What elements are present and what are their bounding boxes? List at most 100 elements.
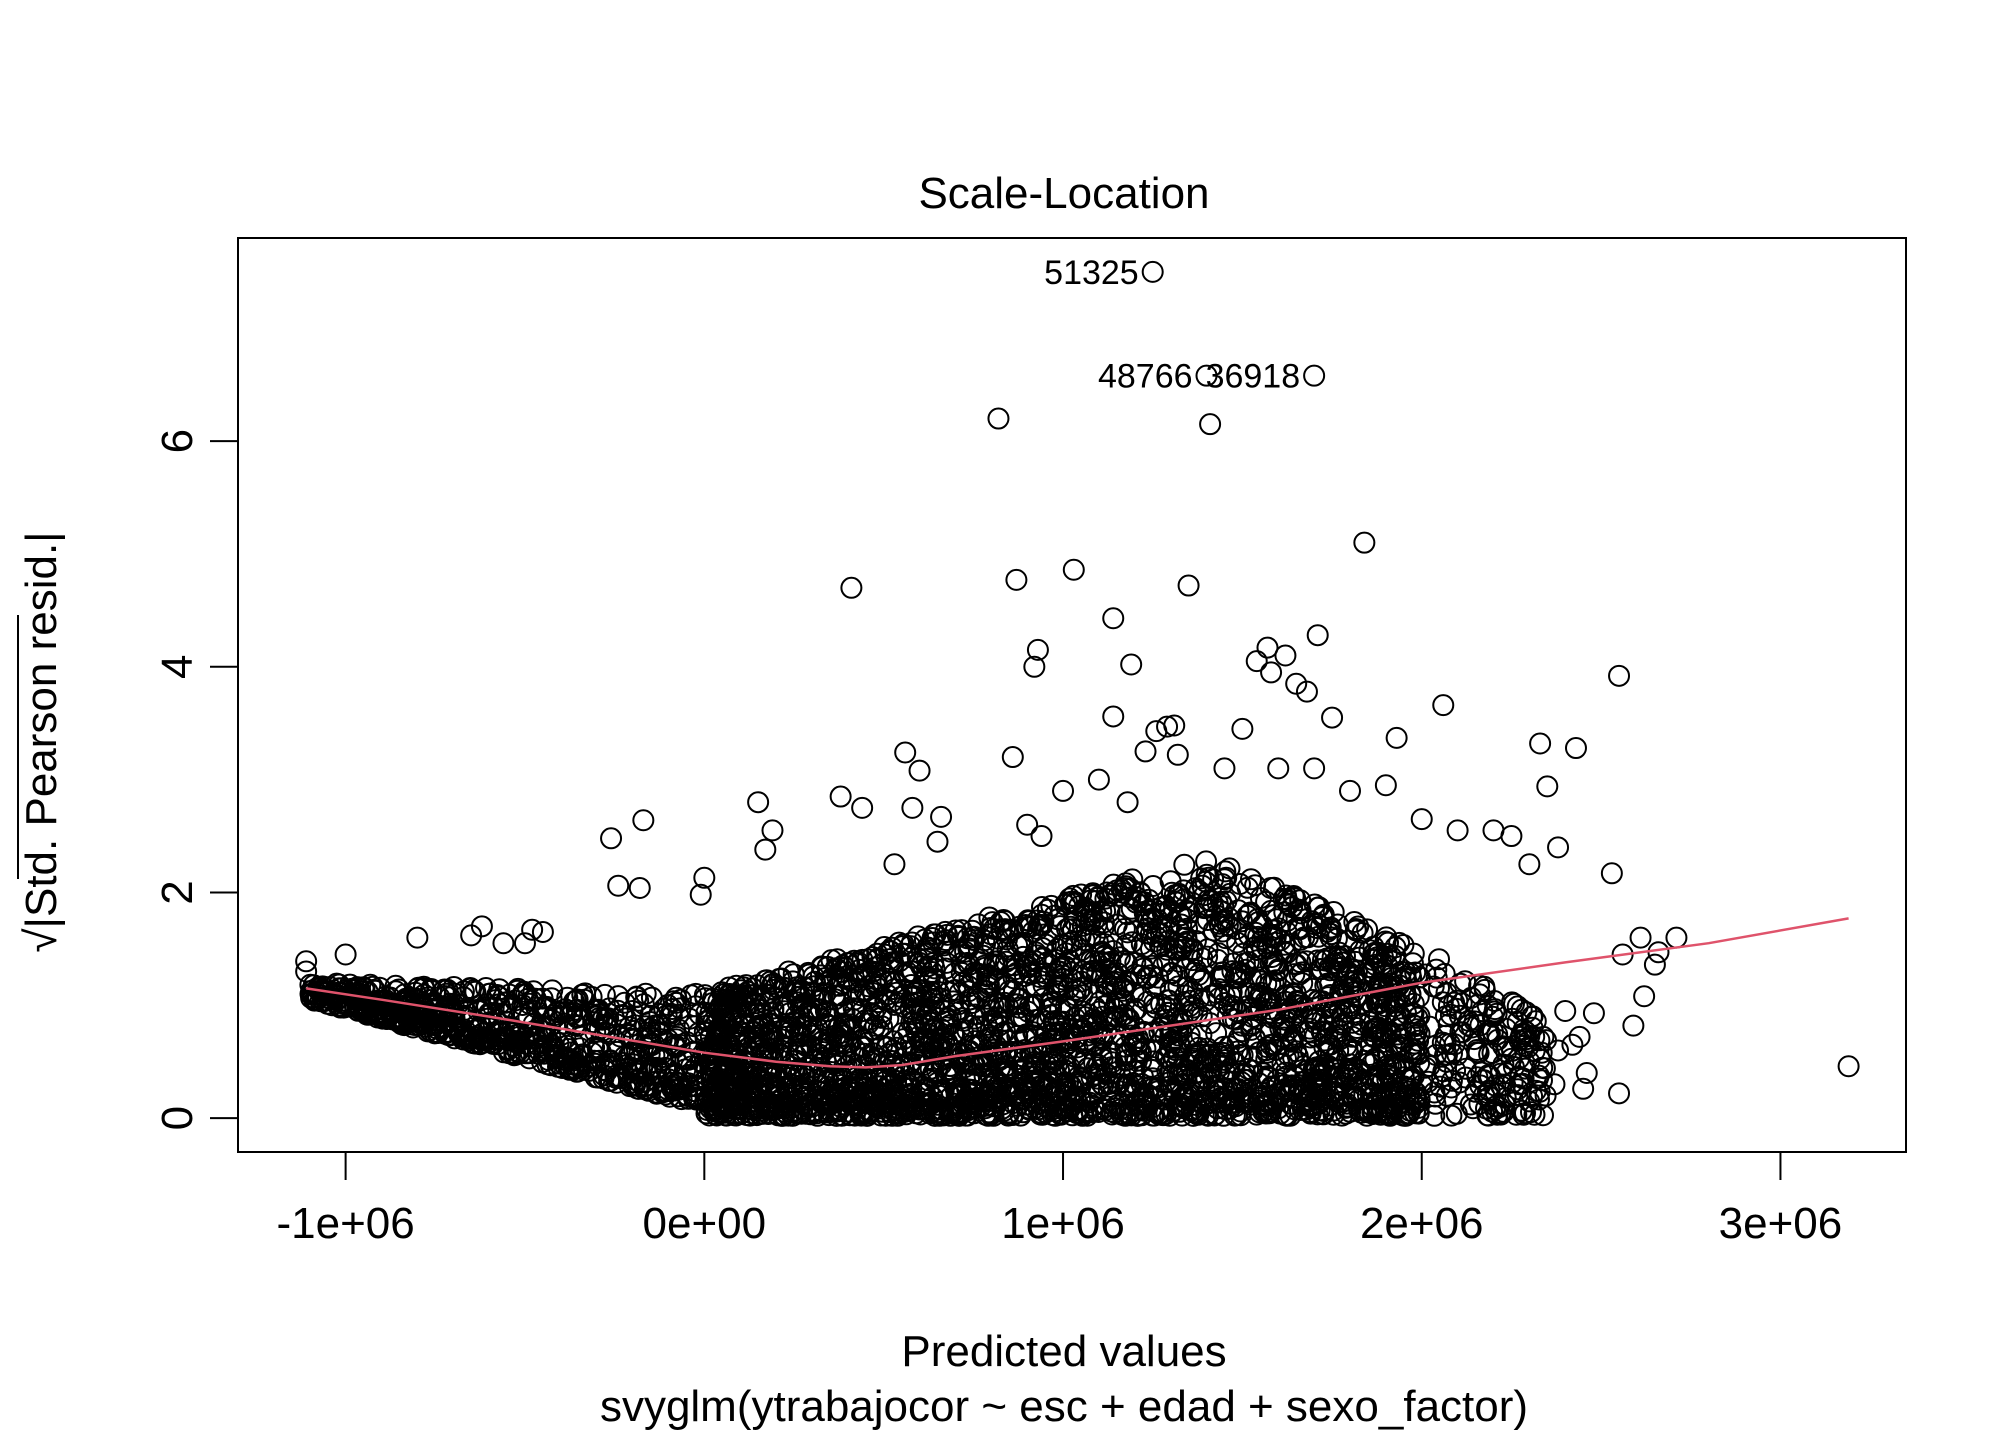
dense-data-point <box>1274 984 1297 1007</box>
dense-data-point <box>1191 968 1214 991</box>
dense-data-point <box>1248 1072 1271 1095</box>
dense-data-point <box>1025 975 1047 997</box>
dense-data-point <box>1124 1080 1147 1103</box>
dense-data-point <box>1299 1017 1321 1040</box>
data-point <box>851 796 874 819</box>
dense-data-point <box>1379 1020 1402 1043</box>
dense-data-point <box>682 1059 705 1082</box>
dense-data-point <box>641 1056 664 1079</box>
dense-data-point <box>1195 850 1218 873</box>
dense-data-point <box>1313 1036 1336 1059</box>
dense-data-point <box>1174 984 1197 1007</box>
dense-data-point <box>1008 1005 1031 1027</box>
dense-data-point <box>935 1016 957 1039</box>
dense-data-point <box>1440 1104 1463 1127</box>
data-point <box>1005 568 1028 591</box>
labeled-data-point <box>1141 260 1164 283</box>
dense-data-point <box>1533 1057 1556 1080</box>
dense-data-point <box>1074 1031 1097 1054</box>
dense-data-point <box>957 980 980 1003</box>
dense-data-point <box>438 1021 461 1043</box>
dense-data-point <box>1289 951 1312 974</box>
dense-data-point <box>1116 903 1139 926</box>
data-point <box>1529 732 1552 755</box>
dense-data-point <box>1197 866 1220 889</box>
dense-data-point <box>924 923 947 946</box>
dense-data-point <box>773 1104 796 1127</box>
dense-data-point <box>1327 960 1350 983</box>
dense-data-point <box>1222 1077 1245 1100</box>
dense-data-point <box>1291 961 1314 984</box>
data-point <box>1600 862 1623 885</box>
data-point <box>1134 740 1157 763</box>
dense-data-point <box>972 944 995 967</box>
dense-data-point <box>885 981 908 1004</box>
dense-data-point <box>941 1101 964 1124</box>
dense-data-point <box>957 975 980 998</box>
dense-data-point <box>851 1027 874 1050</box>
dense-data-point <box>1366 983 1389 1006</box>
dense-data-point <box>1334 945 1356 968</box>
dense-data-point <box>942 1022 965 1045</box>
dense-data-point <box>1321 946 1344 969</box>
data-point <box>1306 624 1329 647</box>
dense-data-point <box>536 1053 559 1076</box>
data-point <box>1582 1002 1605 1025</box>
dense-data-point <box>1388 931 1411 954</box>
dense-data-point <box>693 984 716 1007</box>
data-point <box>1321 706 1344 729</box>
dense-data-point <box>1044 948 1067 971</box>
dense-data-point <box>1164 1039 1187 1062</box>
data-point <box>1026 638 1049 661</box>
data-point <box>1001 746 1024 769</box>
dense-data-point <box>670 1076 693 1098</box>
dense-data-point <box>1501 1007 1524 1030</box>
dense-data-point <box>727 1061 750 1084</box>
dense-data-point <box>1095 1021 1118 1044</box>
dense-data-point <box>1367 975 1390 997</box>
dense-data-point <box>1172 935 1195 958</box>
data-point <box>1199 413 1222 436</box>
x-tick-label: -1e+06 <box>276 1199 414 1248</box>
dense-data-point <box>1036 951 1058 974</box>
dense-data-point <box>1190 1005 1213 1028</box>
dense-data-point <box>1281 895 1304 918</box>
dense-data-point <box>962 1082 985 1105</box>
data-point <box>840 576 863 599</box>
data-point <box>693 866 716 889</box>
data-point <box>1547 836 1570 859</box>
data-point <box>470 915 493 938</box>
dense-data-point <box>1059 915 1082 938</box>
dense-data-point <box>1098 884 1121 907</box>
dense-data-point <box>802 965 825 988</box>
dense-data-point <box>381 1008 404 1031</box>
dense-data-point <box>1483 990 1506 1012</box>
dense-data-point <box>1209 890 1232 913</box>
dense-data-point <box>605 1013 628 1036</box>
dense-data-point <box>1478 1079 1501 1102</box>
dense-data-point <box>821 966 843 989</box>
dense-data-point <box>661 998 684 1020</box>
dense-data-point <box>1462 1097 1485 1120</box>
dense-data-point <box>1215 866 1238 889</box>
dense-data-point <box>1205 1091 1228 1114</box>
dense-data-point <box>1362 935 1385 958</box>
dense-data-point <box>1294 1060 1317 1083</box>
dense-data-point <box>936 923 959 946</box>
dense-data-point <box>1205 1022 1228 1045</box>
dense-data-point <box>983 950 1006 973</box>
data-point <box>1353 531 1376 554</box>
smooth-line <box>306 917 1849 1069</box>
dense-data-point <box>764 1065 787 1088</box>
dense-data-point <box>1283 1078 1306 1101</box>
dense-data-point <box>967 913 990 936</box>
dense-data-point <box>1336 1092 1358 1115</box>
dense-data-point <box>987 992 1010 1015</box>
dense-data-point <box>544 1045 567 1068</box>
dense-data-point <box>860 1100 883 1122</box>
dense-data-point <box>513 1003 535 1026</box>
dense-data-point <box>1226 1031 1249 1054</box>
dense-data-point <box>794 1085 816 1108</box>
dense-point-cloud <box>299 850 1557 1127</box>
dense-data-point <box>816 1000 839 1023</box>
